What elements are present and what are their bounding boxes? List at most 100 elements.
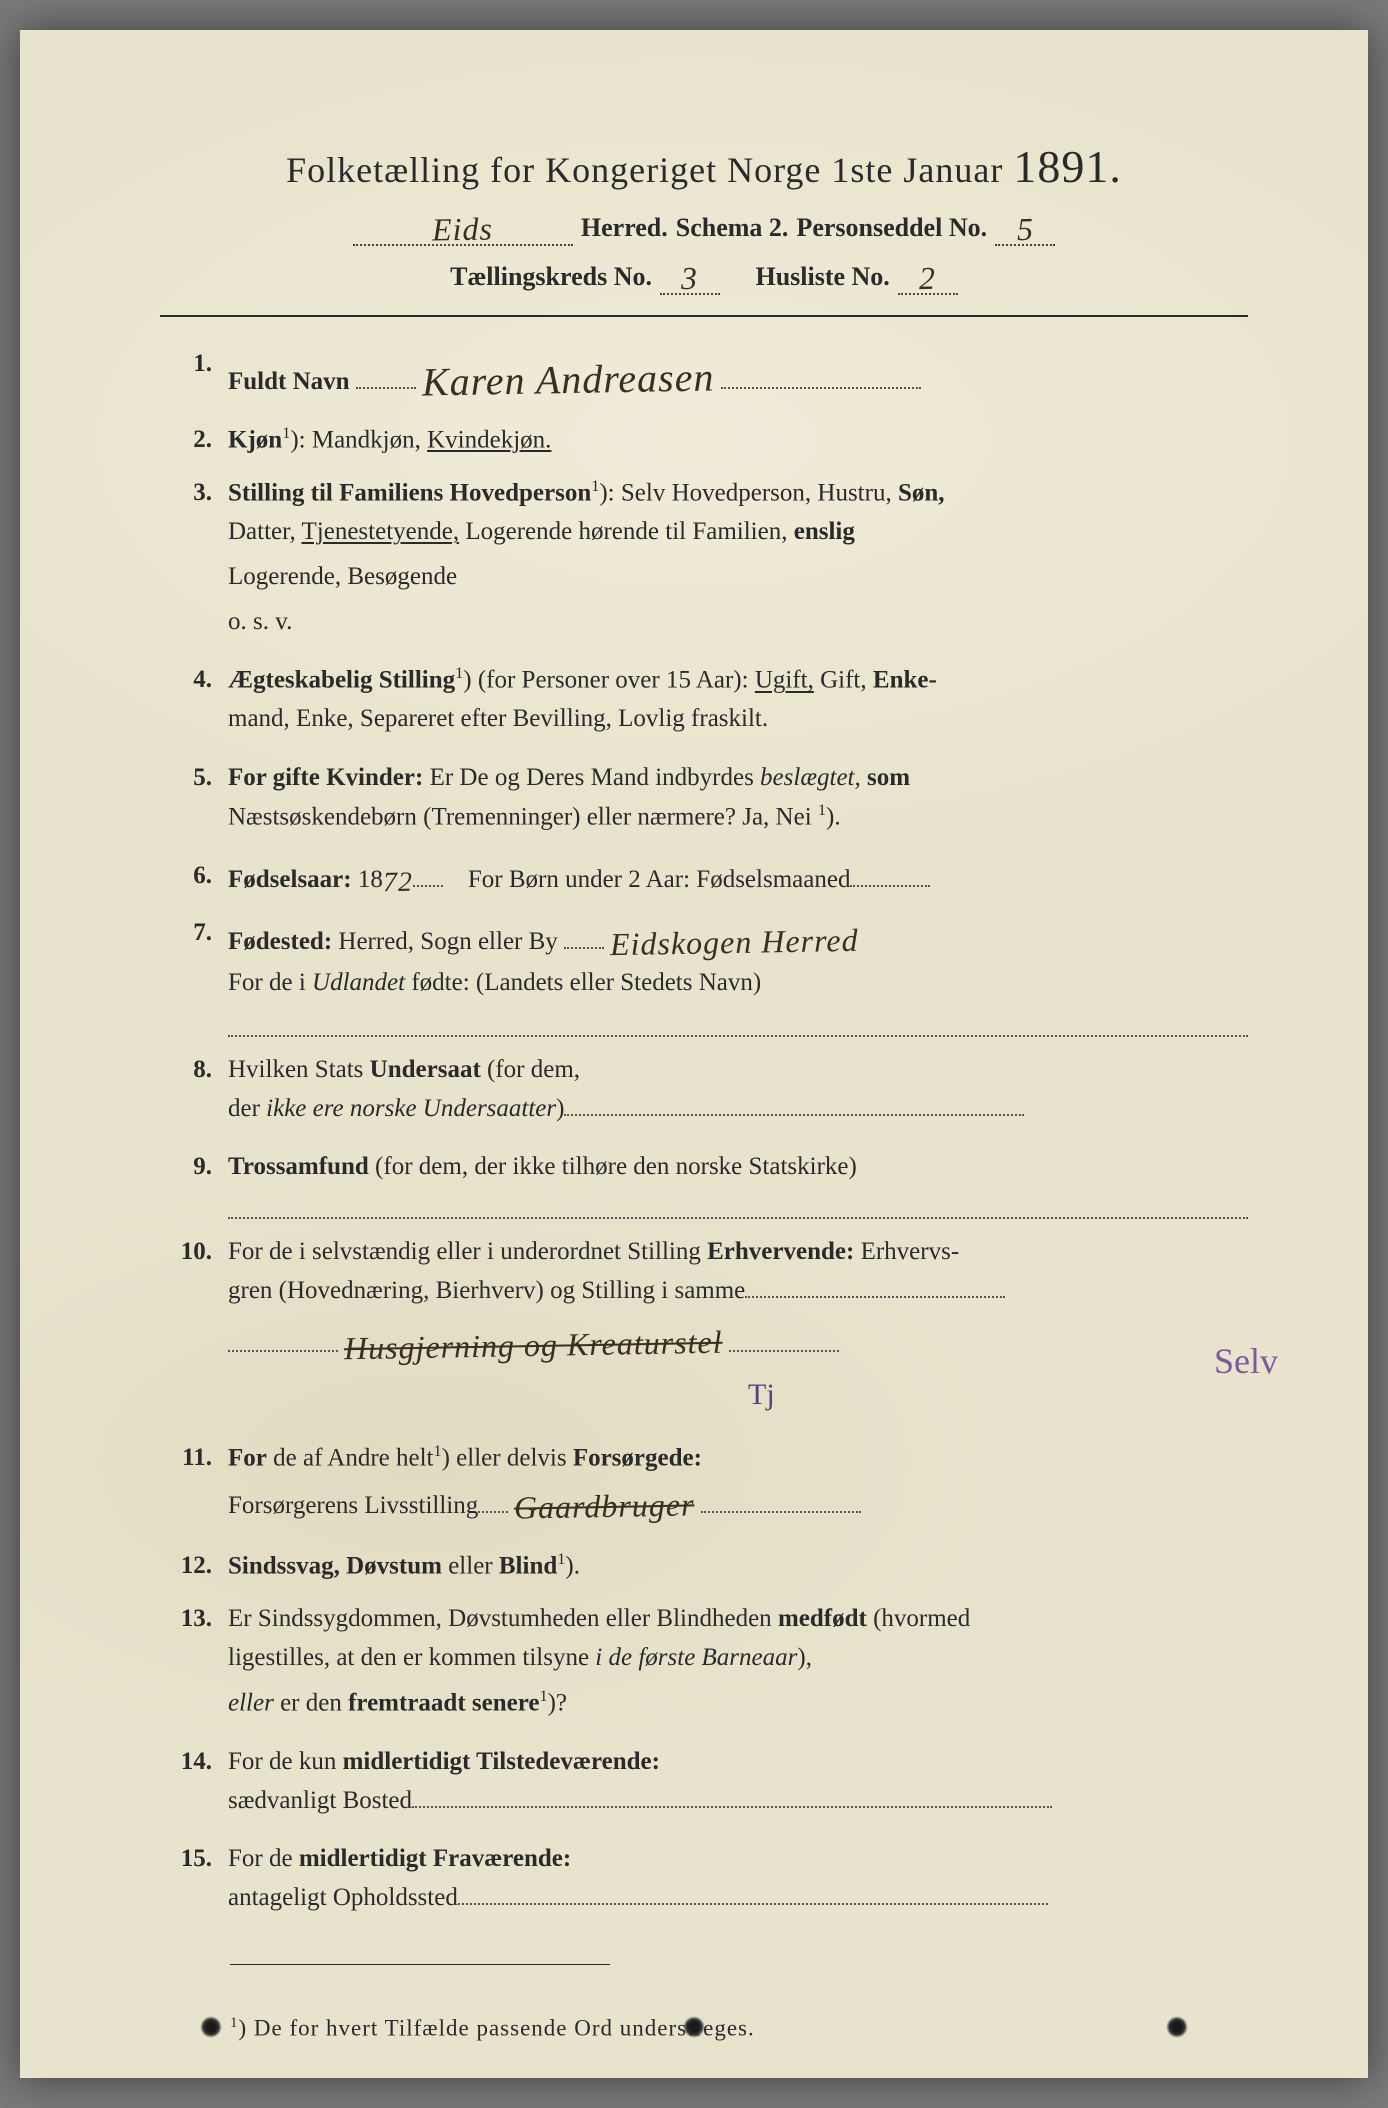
row-num-13: 13.: [174, 1600, 228, 1639]
punch-hole-icon: [1166, 2016, 1188, 2038]
r3-l2c: enslig: [794, 518, 855, 545]
r7-label: Fødested:: [228, 928, 332, 955]
row-3-content: Stilling til Familiens Hovedperson1): Se…: [228, 474, 1248, 647]
row-1-content: Fuldt Navn Karen Andreasen: [228, 345, 1248, 407]
r10-dl2: [228, 1327, 338, 1352]
r7-value: Eidskogen Herred: [610, 916, 859, 970]
r3-l1b: Søn,: [898, 479, 945, 506]
r10-val-line: Husgjerning og Kreaturstel: [228, 1317, 1248, 1367]
r11-l1b: de af Andre helt: [267, 1444, 434, 1471]
r7-l2b: fødte: (Landets eller Stedets Navn): [405, 969, 761, 996]
r7-l2a: For de i: [228, 969, 312, 996]
row-9: 9. Trossamfund (for dem, der ikke tilhør…: [174, 1148, 1248, 1219]
taellingskreds-no: 3: [681, 260, 699, 297]
r1-fill2: [721, 364, 921, 389]
r10-l1c: Erhvervs-: [854, 1238, 959, 1265]
r14-l2: sædvanligt Bosted: [228, 1787, 412, 1814]
r11-l1c: ) eller delvis: [442, 1444, 573, 1471]
r13-l2a: ligestilles, at den er kommen tilsyne: [228, 1644, 595, 1671]
r8-l2i: ikke ere norske Undersaatter: [266, 1095, 556, 1122]
r3-l2b: Logerende hørende til Familien,: [459, 518, 794, 545]
r3-l2a: Datter,: [228, 518, 302, 545]
r8-l2: der ikke ere norske Undersaatter): [228, 1090, 1248, 1129]
r15-l1b: midlertidigt Fraværende:: [299, 1845, 571, 1872]
r3-l2: Datter, Tjenestetyende, Logerende hørend…: [228, 513, 1248, 552]
row-6: 6. Fødselsaar: 1872 For Børn under 2 Aar…: [174, 857, 1248, 900]
herred-label: Herred.: [581, 213, 668, 243]
r10-dl: [745, 1273, 1005, 1298]
r13-l1b: medfødt: [778, 1605, 867, 1632]
r7-dotted-line: [228, 1009, 1248, 1037]
r11-side-annotation: Selv: [1214, 1340, 1278, 1382]
census-form-page: Folketælling for Kongeriget Norge 1ste J…: [20, 30, 1368, 2078]
r13-l3a: eller: [228, 1689, 274, 1716]
r13-l2i: i de første Barneaar: [595, 1644, 797, 1671]
footnote: 1) De for hvert Tilfælde passende Ord un…: [230, 2015, 1248, 2042]
row-num-6: 6.: [174, 857, 228, 896]
r14-l1b: midlertidigt Tilstedeværende:: [343, 1748, 660, 1775]
r6-label: Fødselsaar:: [228, 866, 352, 893]
row-11: 11. For de af Andre helt1) eller delvis …: [174, 1439, 1248, 1534]
row-num-3: 3.: [174, 474, 228, 513]
r13-l3d: )?: [548, 1689, 567, 1716]
row-5-content: For gifte Kvinder: Er De og Deres Mand i…: [228, 759, 1248, 843]
row-1: 1. Fuldt Navn Karen Andreasen: [174, 345, 1248, 407]
r5-label: For gifte Kvinder:: [228, 764, 423, 791]
r10-value: Husgjerning og Kreaturstel: [344, 1317, 723, 1373]
row-15-content: For de midlertidigt Fraværende: antageli…: [228, 1840, 1248, 1924]
row-num-2: 2.: [174, 421, 228, 460]
r6-dl: [413, 862, 443, 887]
row-8-content: Hvilken Stats Undersaat (for dem, der ik…: [228, 1051, 1248, 1135]
divider: [160, 315, 1248, 317]
row-12-content: Sindssvag, Døvstum eller Blind1).: [228, 1547, 1248, 1586]
r11-l2-wrap: Forsørgerens Livsstilling Gaardbruger: [228, 1478, 1248, 1528]
r10-l1a: For de i selvstændig eller i underordnet…: [228, 1238, 707, 1265]
row-num-15: 15.: [174, 1840, 228, 1879]
r10-l2-wrap: gren (Hovednæring, Bierhverv) og Stillin…: [228, 1272, 1248, 1311]
r13-l2: ligestilles, at den er kommen tilsyne i …: [228, 1639, 1248, 1678]
row-num-11: 11.: [174, 1439, 228, 1478]
row-8: 8. Hvilken Stats Undersaat (for dem, der…: [174, 1051, 1248, 1135]
row-num-8: 8.: [174, 1051, 228, 1090]
row-12: 12. Sindssvag, Døvstum eller Blind1).: [174, 1547, 1248, 1586]
row-4-content: Ægteskabelig Stilling1) (for Personer ov…: [228, 661, 1248, 745]
personseddel-label: Personseddel No.: [796, 213, 987, 243]
r5-t1i: beslægtet,: [760, 764, 861, 791]
r5-t1: Er De og Deres Mand indbyrdes: [423, 764, 760, 791]
r10-ann-wrap: Tj: [228, 1372, 1248, 1419]
row-7: 7. Fødested: Herred, Sogn eller By Eidsk…: [174, 914, 1248, 1036]
r11-dl: [478, 1488, 508, 1513]
r10-tj: Tj: [748, 1372, 775, 1419]
r6-prefix: 18: [358, 866, 383, 893]
row-13-content: Er Sindssygdommen, Døvstumheden eller Bl…: [228, 1600, 1248, 1729]
r9-label: Trossamfund: [228, 1153, 369, 1180]
r15-l2: antageligt Opholdssted: [228, 1884, 458, 1911]
r13-l2b: ),: [797, 1644, 812, 1671]
r4-sel: Ugift,: [755, 667, 814, 694]
row-9-content: Trossamfund (for dem, der ikke tilhøre d…: [228, 1148, 1248, 1219]
form-title: Folketælling for Kongeriget Norge 1ste J…: [160, 140, 1248, 193]
r13-l3b: er den: [274, 1689, 348, 1716]
punch-hole-icon: [683, 2016, 705, 2038]
r8-l1b: Undersaat: [370, 1056, 481, 1083]
r4-p2: Gift,: [814, 667, 873, 694]
form-body: 1. Fuldt Navn Karen Andreasen 2. Kjøn1):…: [160, 345, 1248, 1924]
r10-dl3: [729, 1327, 839, 1352]
r6-t2: For Børn under 2 Aar: Fødselsmaaned: [468, 866, 851, 893]
r3-colon: ):: [599, 479, 614, 506]
row-13: 13. Er Sindssygdommen, Døvstumheden elle…: [174, 1600, 1248, 1729]
footnote-text: ) De for hvert Tilfælde passende Ord und…: [238, 2016, 754, 2041]
row-5: 5. For gifte Kvinder: Er De og Deres Man…: [174, 759, 1248, 843]
r1-fill: [356, 364, 416, 389]
r4-p1: ) (for Personer over 15 Aar):: [463, 667, 755, 694]
r6-year: 72: [382, 861, 413, 905]
r10-l1b: Erhvervende:: [707, 1238, 854, 1265]
row-num-12: 12.: [174, 1547, 228, 1586]
r4-l2: mand, Enke, Separeret efter Bevilling, L…: [228, 700, 1248, 739]
r14-l2-wrap: sædvanligt Bosted: [228, 1782, 1248, 1821]
row-num-9: 9.: [174, 1148, 228, 1187]
r15-l1a: For de: [228, 1845, 299, 1872]
row-6-content: Fødselsaar: 1872 For Børn under 2 Aar: F…: [228, 857, 1248, 900]
footnote-divider: [230, 1964, 610, 1965]
r2-colon: ):: [290, 426, 305, 453]
